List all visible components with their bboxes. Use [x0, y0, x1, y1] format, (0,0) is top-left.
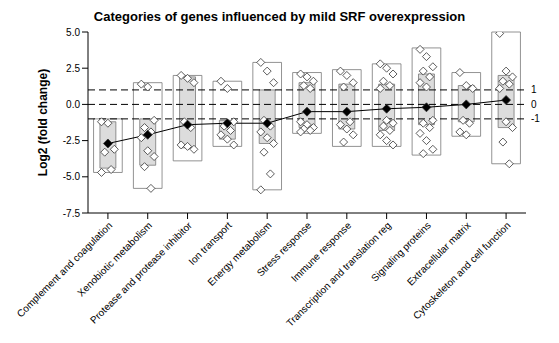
svg-text:5.0: 5.0 [66, 27, 80, 38]
svg-text:Complement and coagulation: Complement and coagulation [14, 219, 115, 320]
svg-text:-2.5: -2.5 [63, 135, 81, 146]
svg-text:Stress response: Stress response [254, 219, 314, 279]
svg-text:Xenobiotic metabolism: Xenobiotic metabolism [75, 220, 154, 299]
svg-text:-1: -1 [531, 113, 540, 124]
svg-text:Extracellular matrix: Extracellular matrix [404, 219, 473, 288]
svg-text:0: 0 [531, 99, 537, 110]
html-text:Categories of genes influenced: Categories of genes influenced by mild S… [93, 9, 466, 24]
svg-text:1: 1 [531, 84, 537, 95]
svg-text:Ion transport: Ion transport [186, 219, 234, 268]
svg-text:Energy metabolism: Energy metabolism [205, 220, 273, 288]
svg-text:-7.5: -7.5 [63, 208, 81, 219]
svg-text:Cytoskeleton and cell function: Cytoskeleton and cell function [411, 220, 513, 322]
svg-text:Signaling proteins: Signaling proteins [368, 219, 433, 284]
svg-text:Log2 (fold change): Log2 (fold change) [36, 69, 50, 176]
svg-text:-5.0: -5.0 [63, 171, 81, 182]
svg-text:Immune response: Immune response [288, 219, 354, 284]
svg-text:Protease and protease inhibito: Protease and protease inhibitor [88, 219, 195, 326]
svg-text:Transcription and translation: Transcription and translation reg [284, 219, 394, 329]
svg-text:0.0: 0.0 [66, 99, 80, 110]
svg-text:2.5: 2.5 [66, 63, 80, 74]
